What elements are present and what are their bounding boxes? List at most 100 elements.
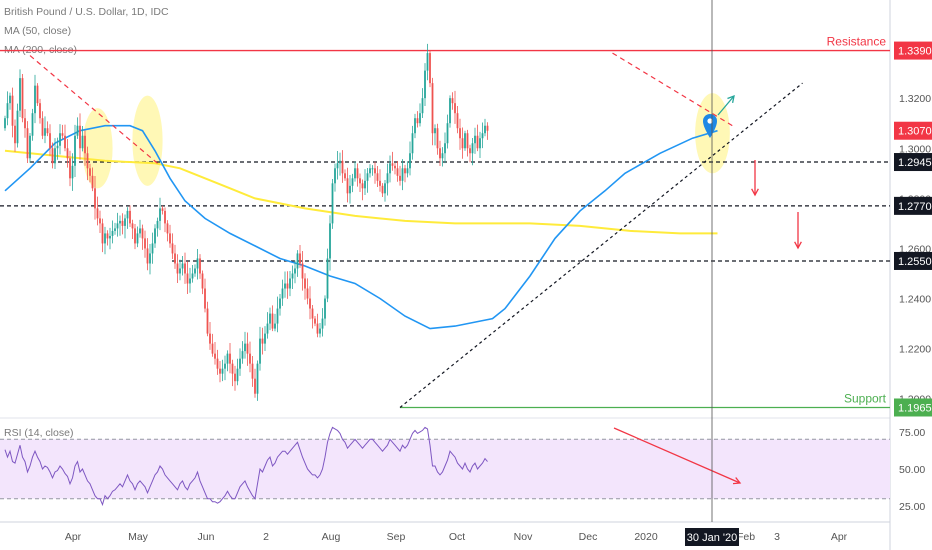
rsi-line — [4, 426, 488, 507]
candle-body — [234, 373, 236, 382]
candle-body — [59, 133, 61, 146]
candle — [236, 358, 239, 386]
candle-body — [199, 258, 201, 274]
candle — [444, 132, 446, 164]
candle — [344, 169, 346, 181]
candle-body — [164, 210, 166, 224]
candle-body — [246, 343, 249, 354]
candle — [34, 74, 36, 124]
pin-shape — [703, 114, 717, 138]
candle-body — [61, 133, 64, 136]
candle — [371, 165, 374, 176]
candle-body — [24, 118, 26, 129]
candle — [429, 50, 431, 88]
candle — [6, 91, 9, 126]
candle — [104, 226, 106, 255]
arrow-head — [751, 188, 759, 197]
candle-body — [446, 123, 449, 144]
candle — [164, 207, 166, 233]
candle-body — [226, 353, 229, 364]
candle-body — [479, 138, 481, 149]
candle — [441, 147, 444, 167]
candle — [459, 118, 461, 150]
candle — [384, 180, 386, 202]
candle-body — [9, 95, 11, 104]
arrow-head — [732, 477, 742, 485]
candle-body — [279, 298, 281, 309]
candle-body — [344, 173, 346, 179]
candle-body — [289, 278, 291, 289]
candle-body — [434, 128, 436, 134]
candle — [81, 125, 84, 152]
candle-body — [444, 143, 446, 154]
candle-body — [179, 268, 181, 274]
candle — [29, 132, 31, 163]
candle-body — [41, 118, 44, 136]
candle — [326, 248, 329, 303]
candle — [269, 307, 271, 331]
candle — [426, 43, 429, 81]
candle — [201, 270, 204, 295]
candle-body — [39, 103, 41, 119]
candle — [169, 224, 171, 248]
price-tick-label: 1.3200 — [899, 93, 931, 105]
candle-body — [144, 238, 146, 249]
candle-body — [284, 283, 286, 289]
candle — [154, 224, 156, 248]
candle-body — [94, 188, 96, 209]
candle — [451, 92, 454, 110]
candle — [316, 313, 319, 338]
candle-body — [354, 168, 356, 179]
candle-body — [309, 298, 311, 309]
candle — [184, 252, 186, 284]
rsi-down-arrow — [613, 427, 742, 485]
candle-body — [381, 185, 384, 194]
candle — [149, 244, 151, 275]
candle — [16, 103, 19, 148]
candle — [389, 155, 391, 183]
candle-body — [274, 323, 276, 329]
candle-body — [361, 183, 364, 189]
candle-body — [311, 308, 314, 319]
candle — [131, 219, 134, 240]
candle-body — [109, 235, 111, 239]
candle-body — [346, 178, 349, 194]
candle — [221, 359, 224, 382]
candle-body — [99, 218, 101, 224]
candle-body — [389, 163, 391, 174]
candle-body — [476, 135, 479, 149]
downtrend-line-right — [612, 52, 733, 127]
candle-body — [124, 218, 126, 226]
candle — [161, 205, 164, 215]
last-price-badge — [894, 121, 932, 140]
candle — [424, 63, 426, 106]
arrow-head — [727, 94, 735, 103]
candle — [99, 210, 101, 233]
candle-body — [394, 165, 396, 169]
pin-dot — [707, 118, 713, 124]
candle-body — [174, 253, 176, 264]
candle — [191, 265, 194, 283]
price-badge-label: 1.2550 — [898, 256, 932, 268]
candle — [359, 173, 361, 192]
candle — [141, 224, 144, 250]
candle-body — [216, 358, 219, 369]
candle-body — [231, 363, 234, 374]
candle-body — [271, 313, 274, 329]
candle-body — [369, 168, 371, 174]
candle-body — [326, 258, 329, 299]
candle-body — [439, 148, 441, 159]
candle-body — [186, 273, 189, 284]
time-tick-label: Aug — [322, 531, 341, 543]
candle — [124, 214, 126, 239]
candle-body — [114, 228, 116, 231]
candle — [209, 321, 211, 350]
candle — [469, 144, 471, 163]
candle-body — [281, 288, 284, 299]
candle-body — [426, 53, 429, 71]
candle-body — [134, 228, 136, 244]
candle-body — [194, 268, 196, 274]
candle-body — [331, 183, 334, 224]
arrow-shaft — [717, 95, 735, 116]
